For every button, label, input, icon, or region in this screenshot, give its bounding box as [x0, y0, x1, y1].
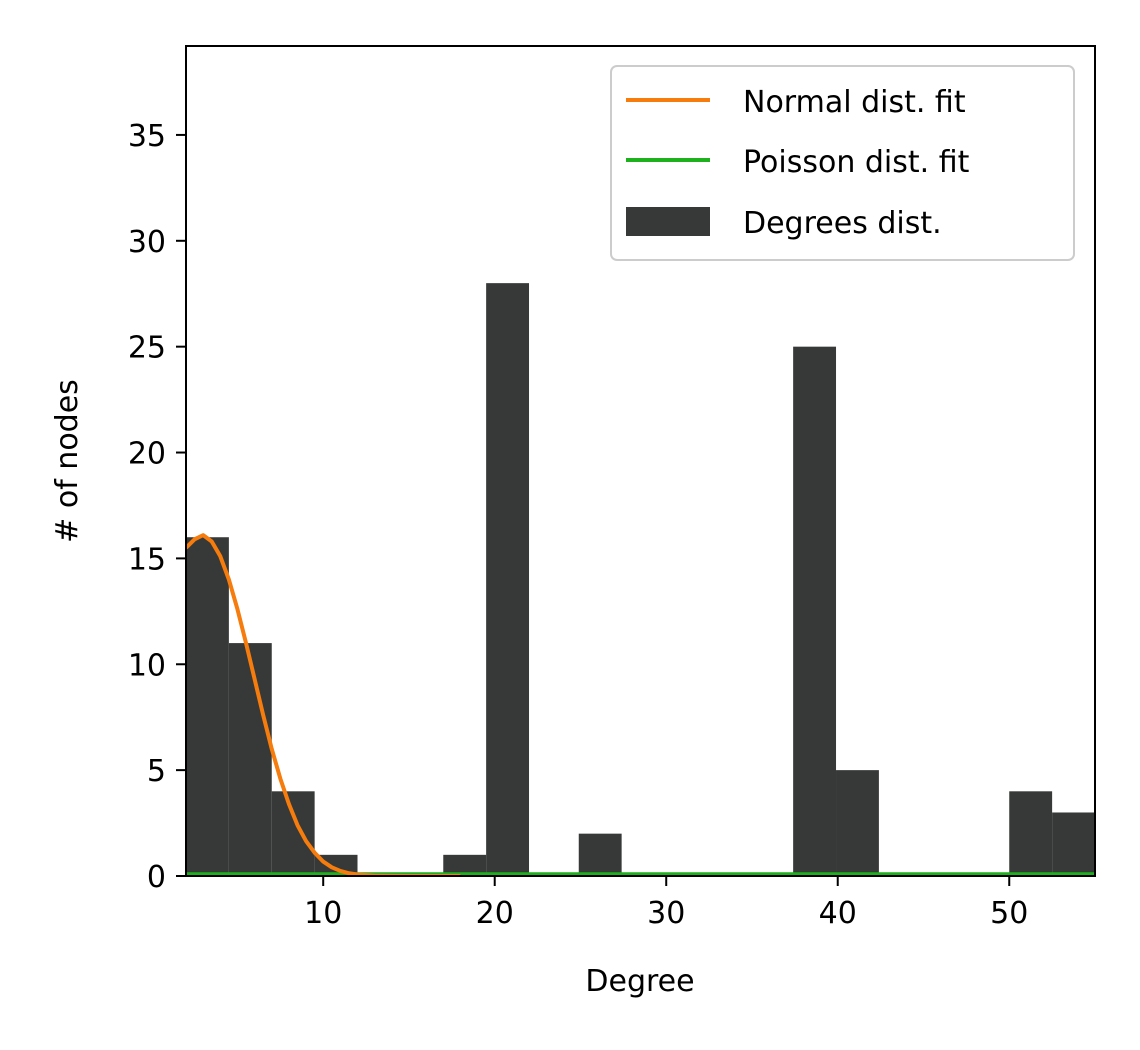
y-tick-label: 10 [128, 648, 166, 683]
legend-label-poisson: Poisson dist. fit [743, 145, 970, 180]
x-axis-title: Degree [585, 964, 694, 999]
y-tick-label: 30 [128, 225, 166, 260]
y-axis-title: # of nodes [50, 379, 85, 543]
legend-label-degrees: Degrees dist. [743, 206, 942, 241]
histogram-bar [486, 283, 530, 876]
histogram-bar [443, 854, 487, 876]
y-tick-label: 15 [128, 542, 166, 577]
y-tick-label: 25 [128, 331, 166, 366]
y-tick-label: 20 [128, 437, 166, 472]
histogram-bar [836, 770, 879, 876]
histogram-bar [1052, 812, 1095, 876]
y-tick-label: 5 [147, 754, 166, 789]
histogram-bar [271, 791, 315, 876]
histogram-bar [578, 833, 622, 876]
y-tick-label: 0 [147, 860, 166, 895]
x-tick-label: 40 [819, 896, 857, 931]
histogram-bar [228, 643, 272, 876]
legend-swatch-degrees [626, 207, 710, 236]
plot-frame [185, 45, 1096, 877]
x-tick-label: 20 [476, 896, 514, 931]
legend: Normal dist. fit Poisson dist. fit Degre… [610, 65, 1075, 261]
x-axis-ticks: 10 20 30 40 50 [304, 876, 1028, 931]
histogram-bar [1009, 791, 1053, 876]
x-tick-label: 10 [304, 896, 342, 931]
histogram-bars [186, 283, 1095, 876]
x-tick-label: 50 [990, 896, 1028, 931]
histogram-bar [793, 346, 837, 876]
histogram-bar [186, 537, 229, 876]
legend-box [610, 65, 1075, 261]
y-tick-label: 35 [128, 119, 166, 154]
y-axis-ticks: 0 5 10 15 20 25 30 35 [128, 119, 186, 895]
legend-label-normal: Normal dist. fit [743, 85, 966, 120]
x-tick-label: 30 [647, 896, 685, 931]
